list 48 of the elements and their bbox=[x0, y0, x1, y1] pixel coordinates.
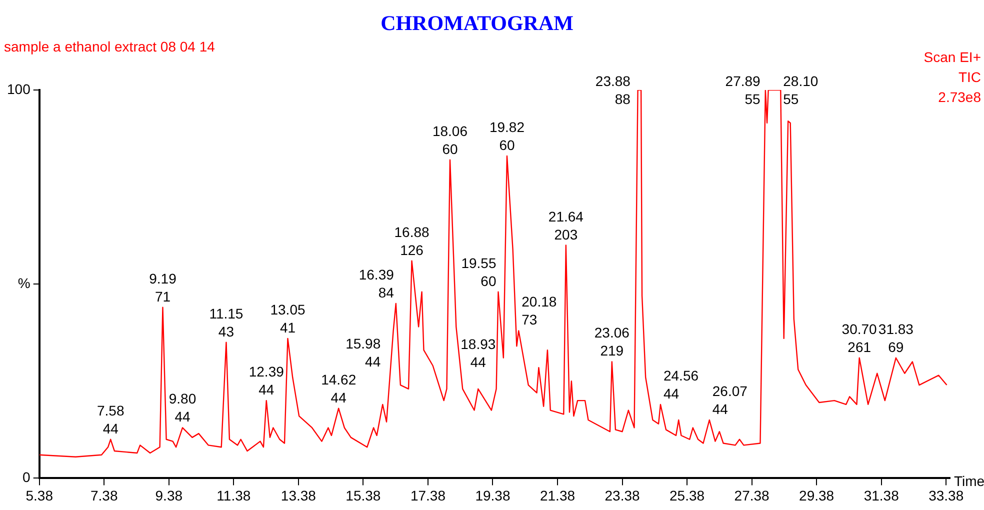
x-tick-label: 23.38 bbox=[604, 487, 640, 504]
annotation: 20.18 73 bbox=[522, 294, 557, 328]
x-tick-label: 5.38 bbox=[26, 487, 54, 504]
y-tick-label: % bbox=[18, 274, 30, 291]
y-tick-label: 100 bbox=[7, 80, 31, 97]
x-tick-label: 21.38 bbox=[540, 487, 576, 504]
y-tick-label: 0 bbox=[22, 469, 31, 486]
x-tick-label: 31.38 bbox=[864, 487, 900, 504]
text: Scan EI+ bbox=[924, 49, 981, 65]
annotation: 2.73e8 bbox=[938, 89, 982, 105]
x-tick-label: 17.38 bbox=[410, 487, 446, 504]
x-tick-label: 7.38 bbox=[90, 487, 118, 504]
chart-title: CHROMATOGRAM bbox=[380, 11, 574, 36]
x-tick-label: 13.38 bbox=[280, 487, 316, 504]
annotation: 12.39 44 bbox=[248, 364, 284, 398]
annotation: 24.56 44 bbox=[663, 367, 699, 402]
x-tick-label: 33.38 bbox=[928, 487, 964, 504]
annotation: 30.70 261 bbox=[842, 320, 878, 355]
annotation: 11.15 43 bbox=[209, 305, 244, 340]
annotation: 28.10 55 bbox=[783, 73, 818, 107]
x-tick-label: 27.38 bbox=[734, 487, 770, 504]
annotation: 27.89 55 bbox=[725, 73, 761, 107]
x-tick-label: 19.38 bbox=[475, 487, 510, 504]
annotation: 9.80 44 bbox=[168, 390, 196, 425]
annotation: 18.93 44 bbox=[460, 336, 496, 370]
annotation: 21.64 203 bbox=[548, 208, 584, 242]
annotation: 23.06 219 bbox=[594, 324, 630, 359]
x-tick-label: 15.38 bbox=[346, 487, 381, 504]
annotation: 15.98 44 bbox=[346, 335, 381, 370]
annotation: 14.62 44 bbox=[321, 371, 356, 406]
annotation: 19.82 60 bbox=[489, 118, 525, 153]
chart-subtitle: sample a ethanol extract 08 04 14 bbox=[4, 38, 216, 54]
annotation: 16.39 84 bbox=[358, 266, 394, 301]
annotation: 7.58 44 bbox=[96, 402, 124, 436]
annotation: 26.07 44 bbox=[712, 382, 748, 417]
annotation: 13.05 41 bbox=[270, 301, 306, 336]
x-tick-label: 11.38 bbox=[216, 487, 251, 504]
x-axis-title: Time bbox=[954, 473, 984, 490]
annotation: 16.88 126 bbox=[394, 224, 430, 258]
text: TIC bbox=[958, 69, 981, 85]
annotation: 23.88 88 bbox=[595, 73, 631, 107]
annotation: 31.83 69 bbox=[878, 320, 914, 355]
annotation: 19.55 60 bbox=[461, 254, 496, 289]
annotation: 9.19 71 bbox=[149, 270, 177, 304]
x-tick-label: 25.38 bbox=[670, 487, 705, 504]
x-tick-label: 29.38 bbox=[799, 487, 834, 504]
annotation: 18.06 60 bbox=[432, 122, 468, 157]
x-tick-label: 9.38 bbox=[155, 487, 183, 504]
